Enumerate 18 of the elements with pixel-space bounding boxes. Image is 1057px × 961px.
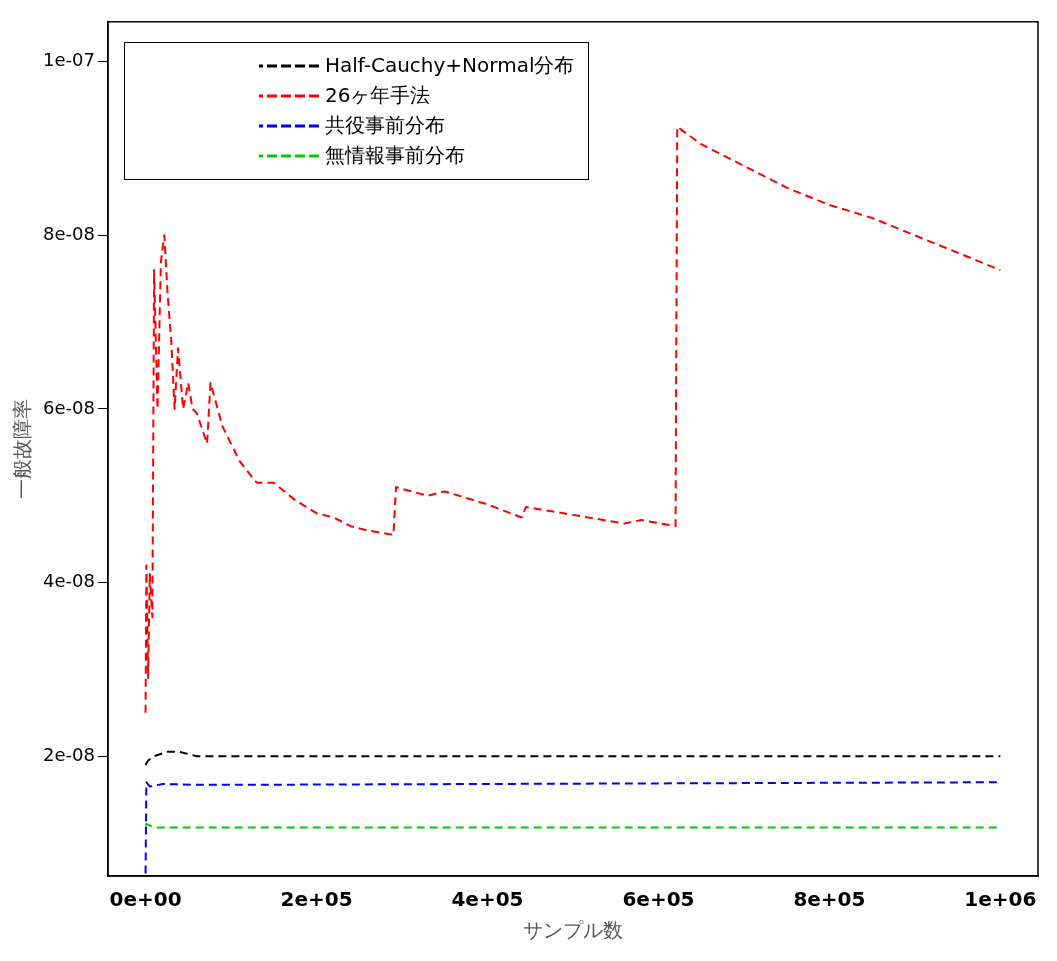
legend-label: 共役事前分布 (324, 112, 445, 140)
x-tick-label: 8e+05 (793, 887, 866, 912)
y-tick-label: 2e-08 (42, 743, 95, 765)
legend-label: 26ヶ年手法 (324, 82, 431, 110)
line-series (144, 750, 1002, 766)
legend-label: Half-Cauchy+Normal分布 (324, 52, 575, 80)
y-tick-label: 4e-08 (42, 570, 95, 592)
x-tick-label: 1e+06 (964, 887, 1037, 912)
x-axis-title: サンプル数 (522, 918, 623, 943)
x-tick-label: 4e+05 (451, 887, 524, 912)
x-tick-label: 0e+00 (109, 887, 182, 912)
x-tick-label: 2e+05 (280, 887, 353, 912)
y-tick-label: 6e-08 (42, 396, 95, 418)
y-tick-label: 1e-07 (42, 49, 95, 71)
y-axis-title: 一般故障率 (10, 398, 35, 499)
legend-label: 無情報事前分布 (324, 142, 465, 170)
y-tick-label: 8e-08 (42, 223, 95, 245)
x-tick-label: 6e+05 (622, 887, 695, 912)
